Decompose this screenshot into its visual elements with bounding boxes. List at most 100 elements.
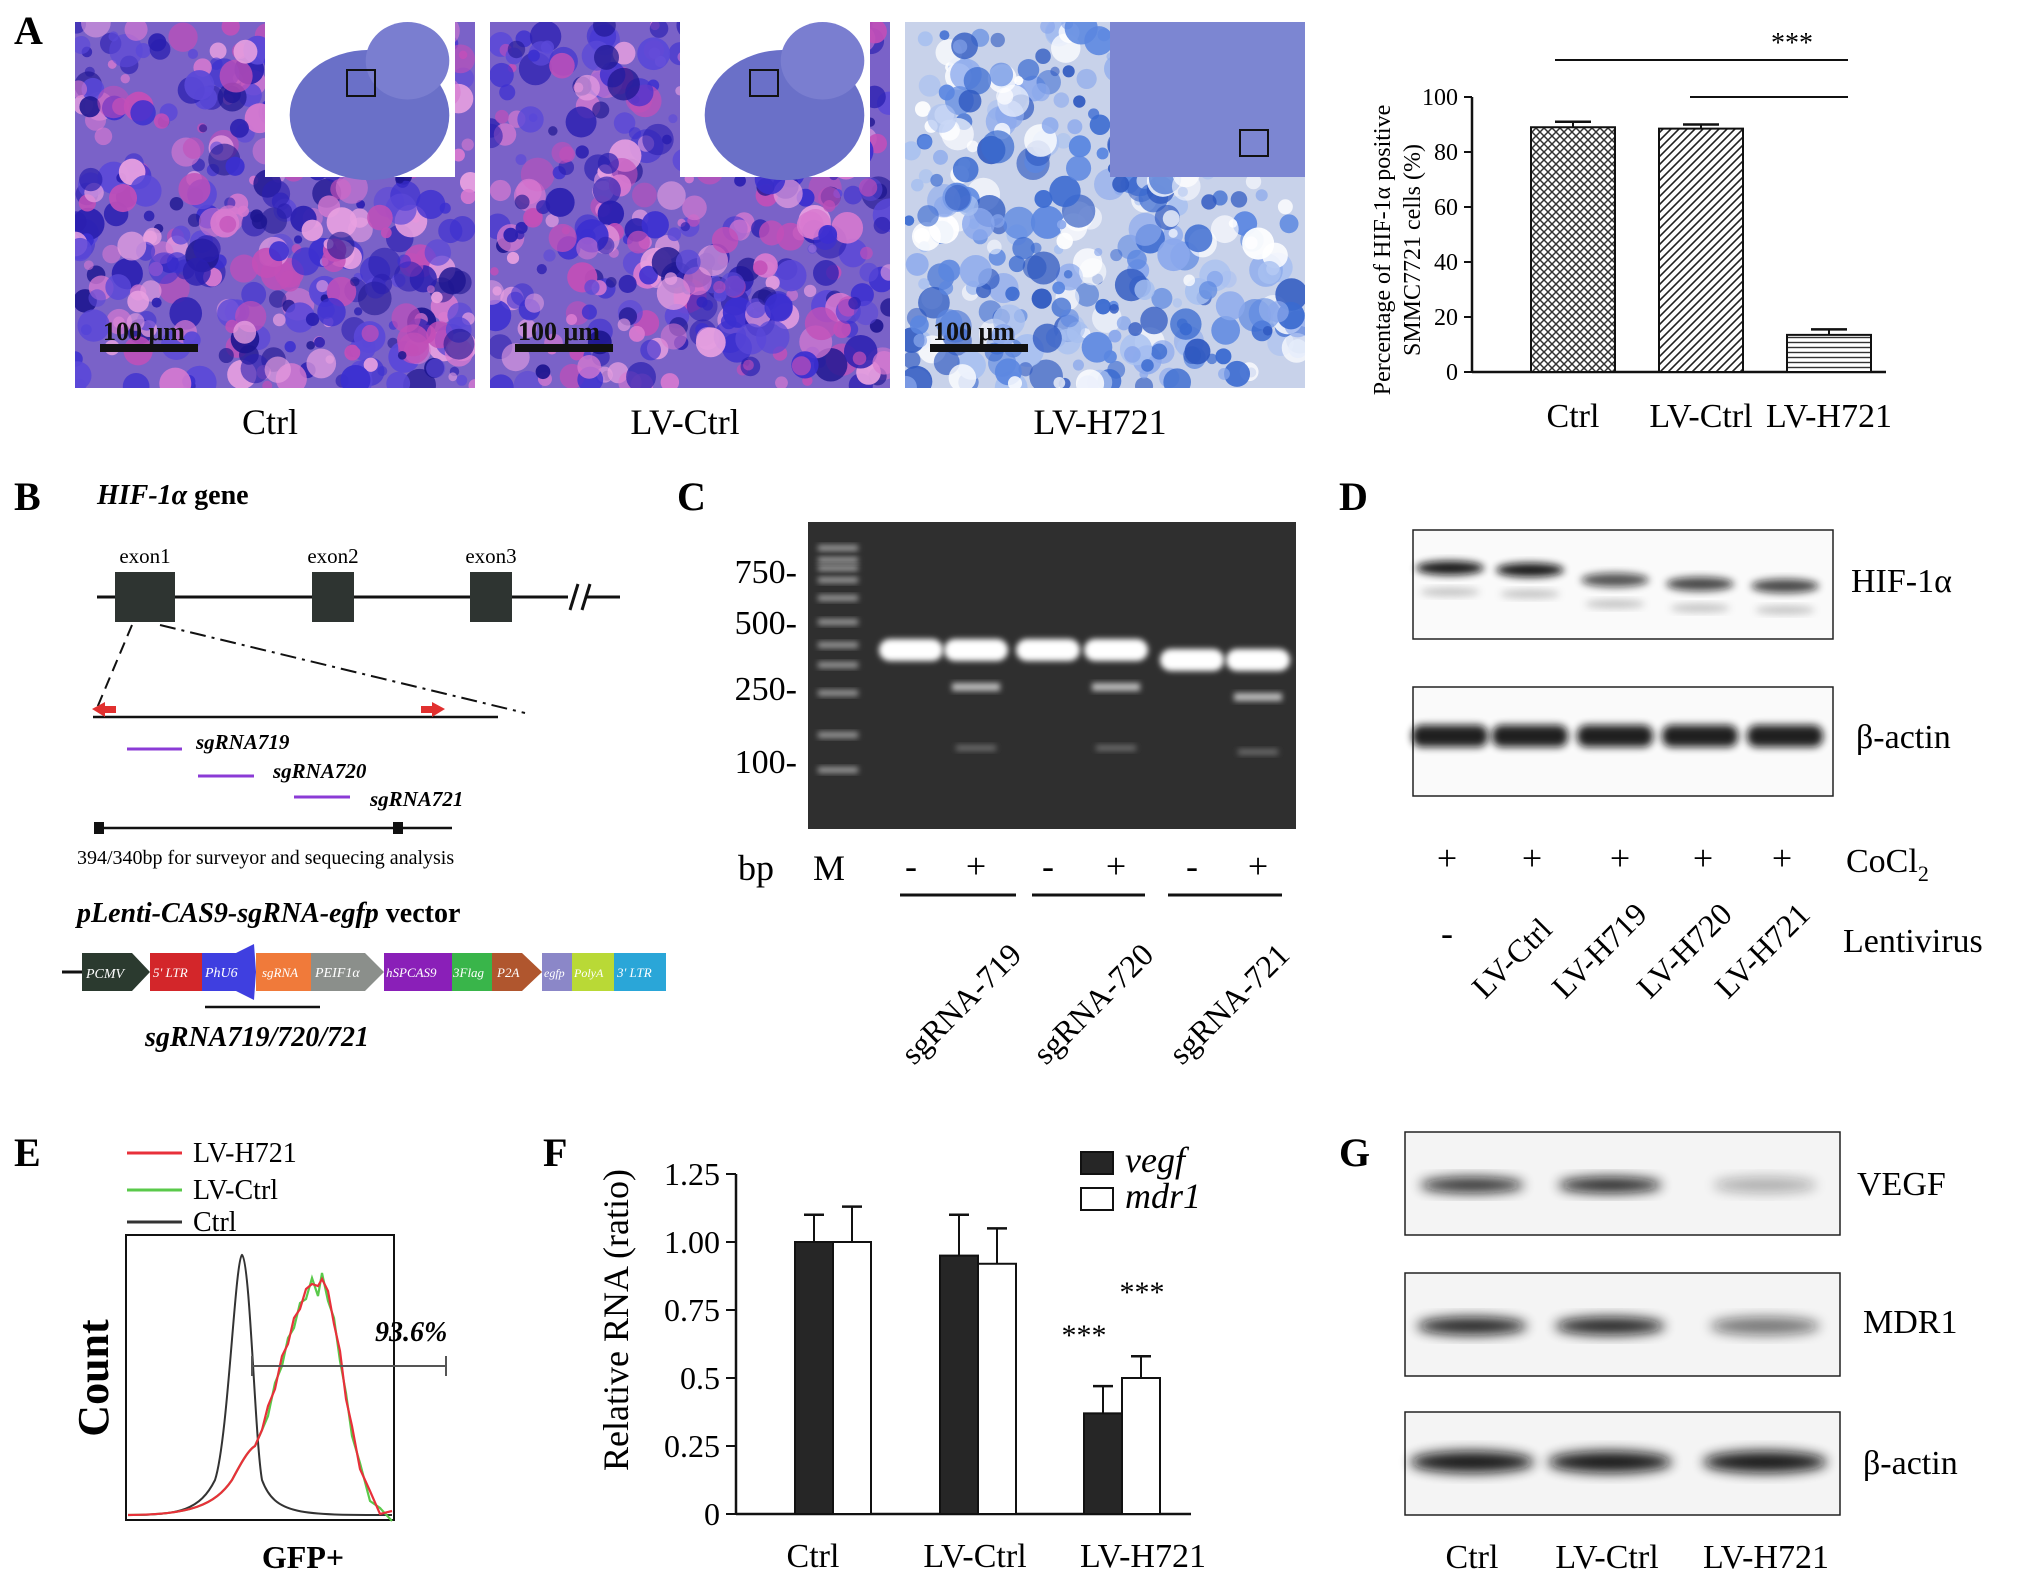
- protein-label-actin-g: β-actin: [1863, 1445, 1958, 1482]
- ladder-750: 750-: [735, 554, 797, 591]
- gel-group-label: sgRNA-719: [893, 936, 1028, 1071]
- cocl2-label: CoCl2: [1846, 843, 1929, 886]
- gel-ladder-band: [818, 767, 858, 773]
- blot-g-band: [1703, 1451, 1827, 1473]
- exon3-box: [470, 572, 512, 622]
- panel-c: C 750- 500- 250- 100- bp M - + - + - + sgRNA-7…: [677, 474, 1296, 1071]
- gel-cleaved-band: [1238, 749, 1278, 755]
- gel-lane-sign: -: [1042, 846, 1054, 886]
- blot-g-band: [1410, 1451, 1534, 1473]
- vector-3flag-label: 3Flag: [452, 965, 485, 980]
- inset-roi-box: [749, 69, 779, 97]
- chart-f-significance: ***: [1120, 1276, 1165, 1309]
- micrograph-caption: Ctrl: [242, 402, 298, 442]
- micrograph-texture: [905, 22, 1305, 388]
- gel-lane-sign: -: [905, 846, 917, 886]
- blot-hif1a-band: [1416, 561, 1484, 575]
- chart-a-category-label: LV-Ctrl: [1649, 398, 1752, 435]
- vector-peif1a-label: PEIF1α: [314, 966, 360, 981]
- gel-group-label: sgRNA-721: [1161, 936, 1296, 1071]
- chart-a-bar: [1530, 126, 1616, 373]
- blot-g-bands: [1410, 1177, 1827, 1473]
- sgrna-group-label: sgRNA719/720/721: [144, 1022, 369, 1053]
- chart-f-relative-rna: Relative RNA (ratio) 0 0.25 0.5 0.75 1.00 1.2…: [596, 1140, 1206, 1575]
- cocl2-text: CoCl: [1846, 843, 1918, 880]
- micrograph-2: 100 μm LV-Ctrl: [490, 22, 890, 442]
- chart-f-ylabel: Relative RNA (ratio): [596, 1169, 636, 1471]
- vector-p2a-label: P2A: [496, 965, 519, 980]
- panel-g: G VEGF MDR1 β-actin Ctrl LV-Ctrl LV-H721: [1339, 1130, 1958, 1576]
- flow-curve-lvh721: [127, 1276, 393, 1517]
- gene-break-1: [568, 583, 580, 611]
- chart-f-bar-vegf: [939, 1254, 979, 1515]
- gel-ladder-band: [818, 732, 858, 738]
- chart-f-significance: ***: [1062, 1319, 1107, 1352]
- chart-f-ytick-label: 0.25: [664, 1428, 720, 1464]
- chart-a-ytick-label: 100: [1422, 85, 1458, 111]
- exon2-label: exon2: [307, 544, 358, 568]
- chart-a-ylabel-line2: SMMC7721 cells (%): [1400, 144, 1426, 356]
- chart-f-bar-vegf: [794, 1241, 834, 1515]
- micrograph-texture: [490, 22, 890, 388]
- protein-label-mdr1: MDR1: [1863, 1304, 1957, 1341]
- gel-lane-sign: -: [1186, 846, 1198, 886]
- chart-f-bar-vegf: [1083, 1412, 1123, 1515]
- inset-roi-box: [346, 69, 376, 97]
- chart-a-bar: [1786, 333, 1872, 373]
- gel-ladder-band: [818, 577, 858, 583]
- blot-hif1a-band: [1666, 577, 1734, 591]
- vector-p2a: [492, 953, 542, 991]
- gene-suffix: gene: [187, 480, 248, 511]
- inset-roi-box: [1239, 129, 1269, 157]
- blot-d-bands: [1412, 561, 1823, 747]
- blot-g-band: [1548, 1451, 1672, 1473]
- gel-lane-sign: +: [966, 846, 986, 886]
- micrograph-caption: LV-Ctrl: [630, 402, 739, 442]
- gel-main-band: [1016, 639, 1080, 661]
- vector-3ltr: [614, 953, 666, 991]
- scale-bar-label: 100 μm: [103, 317, 185, 346]
- panel-f: F Relative RNA (ratio) 0 0.25 0.5 0.75 1.00 1…: [543, 1130, 1206, 1575]
- flow-legend-label: LV-H721: [193, 1138, 297, 1169]
- scale-bar: [100, 344, 198, 352]
- flow-xlabel: GFP+: [262, 1539, 344, 1575]
- panel-a: A 100 μm Ctrl 100 μm LV-Ctrl 100 μm LV-H721 P…: [14, 8, 1892, 442]
- chart-a-ytick-label: 60: [1434, 195, 1458, 221]
- chart-a-category-label: LV-H721: [1766, 398, 1892, 435]
- amplicon-mid-marker: [393, 822, 403, 834]
- gel-cleaved-band: [956, 745, 996, 751]
- chart-a-bar: [1658, 127, 1744, 373]
- vector-egfp-label: egfp: [544, 966, 565, 980]
- gel-ladder-band: [818, 595, 858, 601]
- cocl2-sign: +: [1693, 838, 1713, 878]
- chart-f-category-label: LV-H721: [1080, 1538, 1206, 1575]
- primer-reverse-icon: [421, 702, 445, 717]
- blot-g-band: [1417, 1317, 1527, 1335]
- vector-pcmv-label: PCMV: [85, 967, 126, 982]
- micrograph-3: 100 μm LV-H721: [905, 22, 1305, 442]
- blot-actin-band: [1747, 725, 1823, 747]
- blot-hif1a-band-faint: [1420, 588, 1480, 596]
- vector-name: pLenti-CAS9-sgRNA-egfp: [75, 898, 379, 929]
- cocl2-sign: +: [1610, 838, 1630, 878]
- flow-plot-frame: [125, 1234, 395, 1521]
- panel-letter-b: B: [14, 474, 41, 519]
- blot-g-band: [1558, 1177, 1662, 1193]
- blot-g-band: [1713, 1177, 1817, 1193]
- chart-a-ytick-label: 80: [1434, 140, 1458, 166]
- micrograph-texture: [75, 22, 475, 388]
- vector-phu6: [202, 944, 256, 1000]
- blot-hif1a-band: [1751, 579, 1819, 593]
- blot-g-lane-lvctrl: LV-Ctrl: [1555, 1539, 1658, 1576]
- lentivirus-lane-label: -: [1441, 913, 1453, 953]
- blot-g-lane-ctrl: Ctrl: [1446, 1539, 1499, 1576]
- gel-main-band: [1160, 649, 1224, 671]
- protein-label-hif1a: HIF-1α: [1851, 563, 1952, 600]
- ladder-500: 500-: [735, 605, 797, 642]
- vector-5ltr: [150, 953, 202, 991]
- protein-label-vegf: VEGF: [1857, 1166, 1946, 1203]
- blot-actin-band: [1412, 725, 1488, 747]
- blot-g-band: [1555, 1317, 1665, 1335]
- gel-ladder-band: [818, 545, 858, 551]
